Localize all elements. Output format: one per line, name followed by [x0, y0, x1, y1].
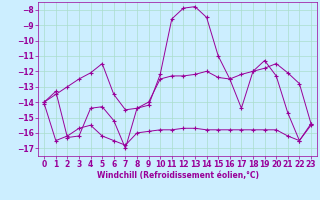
X-axis label: Windchill (Refroidissement éolien,°C): Windchill (Refroidissement éolien,°C) — [97, 171, 259, 180]
